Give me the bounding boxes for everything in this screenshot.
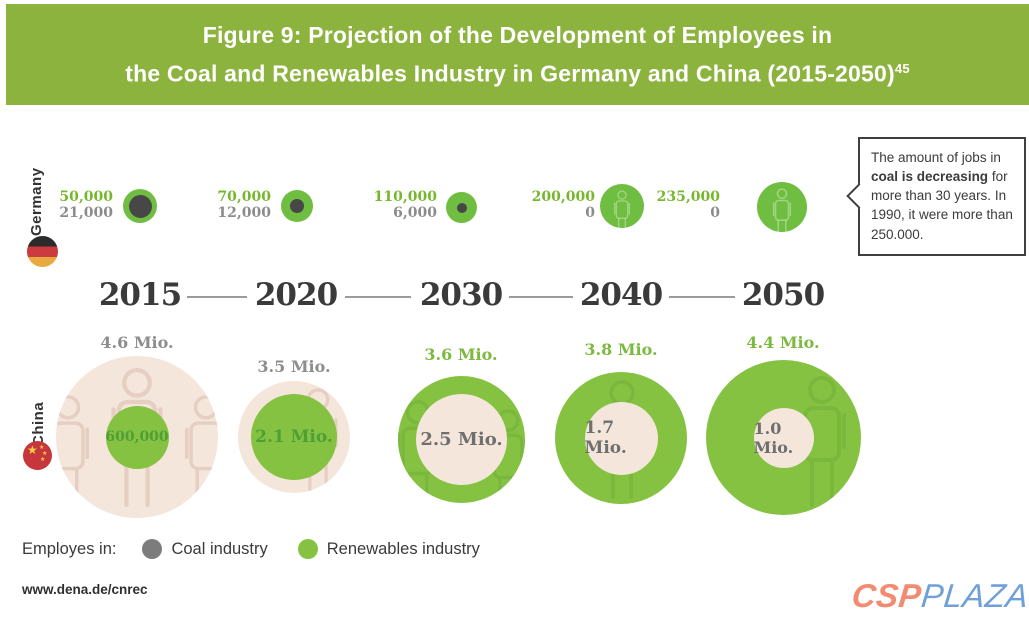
germany-renewables-2040: 200,000 <box>531 189 595 205</box>
china-renewables-bubble-2050: 1.0 Mio. <box>706 360 861 515</box>
china-coal-bubble-2015: 600,000 <box>56 356 218 518</box>
germany-renewables-2030: 110,000 <box>373 189 437 205</box>
germany-values-2015: 50,000 21,000 <box>21 189 113 221</box>
germany-coal-2050: 0 <box>710 205 720 221</box>
timeline-connector <box>187 296 247 298</box>
germany-values-2040: 200,000 0 <box>503 189 595 221</box>
star-icon: ★ <box>42 451 48 457</box>
china-row-label: China <box>30 401 47 446</box>
germany-bubble-2030 <box>446 192 477 223</box>
china-renewables-value-2015: 600,000 <box>105 429 169 445</box>
china-coal-value-2030: 2.5 Mio. <box>420 429 503 450</box>
germany-coal-2040: 0 <box>585 205 595 221</box>
china-coal-bubble-2030: 2.5 Mio. <box>416 394 507 485</box>
source-url: www.dena.de/cnrec <box>22 582 148 597</box>
legend: Employes in: Coal industry Renewables in… <box>22 539 480 559</box>
star-icon: ★ <box>27 443 38 457</box>
timeline-year-2050: 2050 <box>741 277 825 313</box>
coal-dot-2020 <box>290 199 304 213</box>
timeline-year-2040: 2040 <box>579 277 663 313</box>
coal-dot-2030 <box>456 202 467 213</box>
cspplaza-logo: CSPPLAZA <box>850 577 1029 615</box>
china-coal-value-2040: 1.7 Mio. <box>584 418 627 458</box>
china-renewables-bubble-2015: 600,000 <box>105 405 169 469</box>
germany-flag-icon <box>27 236 58 267</box>
star-icon: ★ <box>40 457 46 463</box>
germany-values-2020: 70,000 12,000 <box>179 189 271 221</box>
person-silhouette-icon <box>185 395 218 510</box>
person-silhouette-icon <box>772 188 792 232</box>
legend-prefix: Employes in: <box>22 539 117 558</box>
china-coal-bubble-2050: 1.0 Mio. <box>753 407 814 468</box>
china-renewables-label-2040: 3.8 Mio. <box>584 340 658 359</box>
timeline-connector <box>669 296 735 298</box>
coal-note-callout: The amount of jobs in coal is decreasing… <box>846 137 1026 256</box>
timeline-year-2015: 2015 <box>98 277 182 313</box>
china-renewables-label-2030: 3.6 Mio. <box>424 345 498 364</box>
note-text-after: for more than 30 years. In 1990, it were… <box>871 169 1013 242</box>
germany-renewables-2050: 235,000 <box>656 189 720 205</box>
timeline-connector <box>345 296 411 298</box>
germany-coal-2030: 6,000 <box>393 205 437 221</box>
china-renewables-label-2050: 4.4 Mio. <box>746 333 820 352</box>
china-coal-label-2020: 3.5 Mio. <box>257 357 331 376</box>
germany-coal-2015: 21,000 <box>59 205 113 221</box>
logo-plaza-text: PLAZA <box>919 577 1029 614</box>
china-coal-bubble-2020: 2.1 Mio. <box>238 381 350 493</box>
china-flag-icon: ★ ★ ★ ★ <box>23 441 52 470</box>
china-renewables-value-2020: 2.1 Mio. <box>255 427 333 447</box>
figure-title-line2: the Coal and Renewables Industry in Germ… <box>6 52 1029 91</box>
china-renewables-bubble-2040: 1.7 Mio. <box>555 372 687 504</box>
germany-values-2050: 235,000 0 <box>628 189 720 221</box>
germany-bubble-2020 <box>281 190 313 222</box>
star-icon: ★ <box>39 445 45 451</box>
logo-csp-text: CSP <box>850 577 924 614</box>
timeline-year-2030: 2030 <box>419 277 503 313</box>
china-coal-bubble-2040: 1.7 Mio. <box>584 401 658 475</box>
figure-title-bar: Figure 9: Projection of the Development … <box>6 4 1029 105</box>
renewables-legend-dot-icon <box>297 539 318 559</box>
germany-coal-2020: 12,000 <box>217 205 271 221</box>
timeline-connector <box>509 296 573 298</box>
germany-bubble-2015 <box>123 189 157 223</box>
germany-values-2030: 110,000 6,000 <box>345 189 437 221</box>
note-text-before: The amount of jobs in <box>871 150 1001 165</box>
germany-renewables-2015: 50,000 <box>59 189 113 205</box>
china-renewables-bubble-2020: 2.1 Mio. <box>251 394 337 480</box>
germany-renewables-2020: 70,000 <box>217 189 271 205</box>
china-renewables-bubble-2030: 2.5 Mio. <box>398 376 525 503</box>
china-coal-value-2050: 1.0 Mio. <box>753 418 794 457</box>
callout-tail <box>846 183 872 209</box>
legend-renewables-label: Renewables industry <box>326 539 480 558</box>
person-silhouette-icon <box>56 395 89 510</box>
footnote-marker: 45 <box>894 61 910 76</box>
figure-title-line2-text: the Coal and Renewables Industry in Germ… <box>125 60 895 87</box>
coal-legend-dot-icon <box>142 539 163 559</box>
legend-coal-label: Coal industry <box>171 539 268 558</box>
germany-bubble-2040 <box>600 184 644 228</box>
note-text-bold: coal is decreasing <box>871 169 989 185</box>
germany-bubble-2050 <box>757 182 807 232</box>
timeline-year-2020: 2020 <box>254 277 338 313</box>
figure-title-line1: Figure 9: Projection of the Development … <box>202 22 833 48</box>
china-coal-label-2015: 4.6 Mio. <box>100 333 174 352</box>
coal-dot-2015 <box>128 194 152 218</box>
